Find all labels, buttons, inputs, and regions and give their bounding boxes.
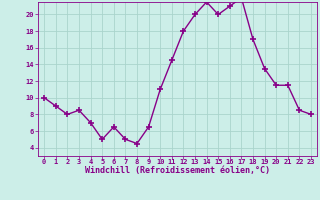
X-axis label: Windchill (Refroidissement éolien,°C): Windchill (Refroidissement éolien,°C) xyxy=(85,166,270,175)
